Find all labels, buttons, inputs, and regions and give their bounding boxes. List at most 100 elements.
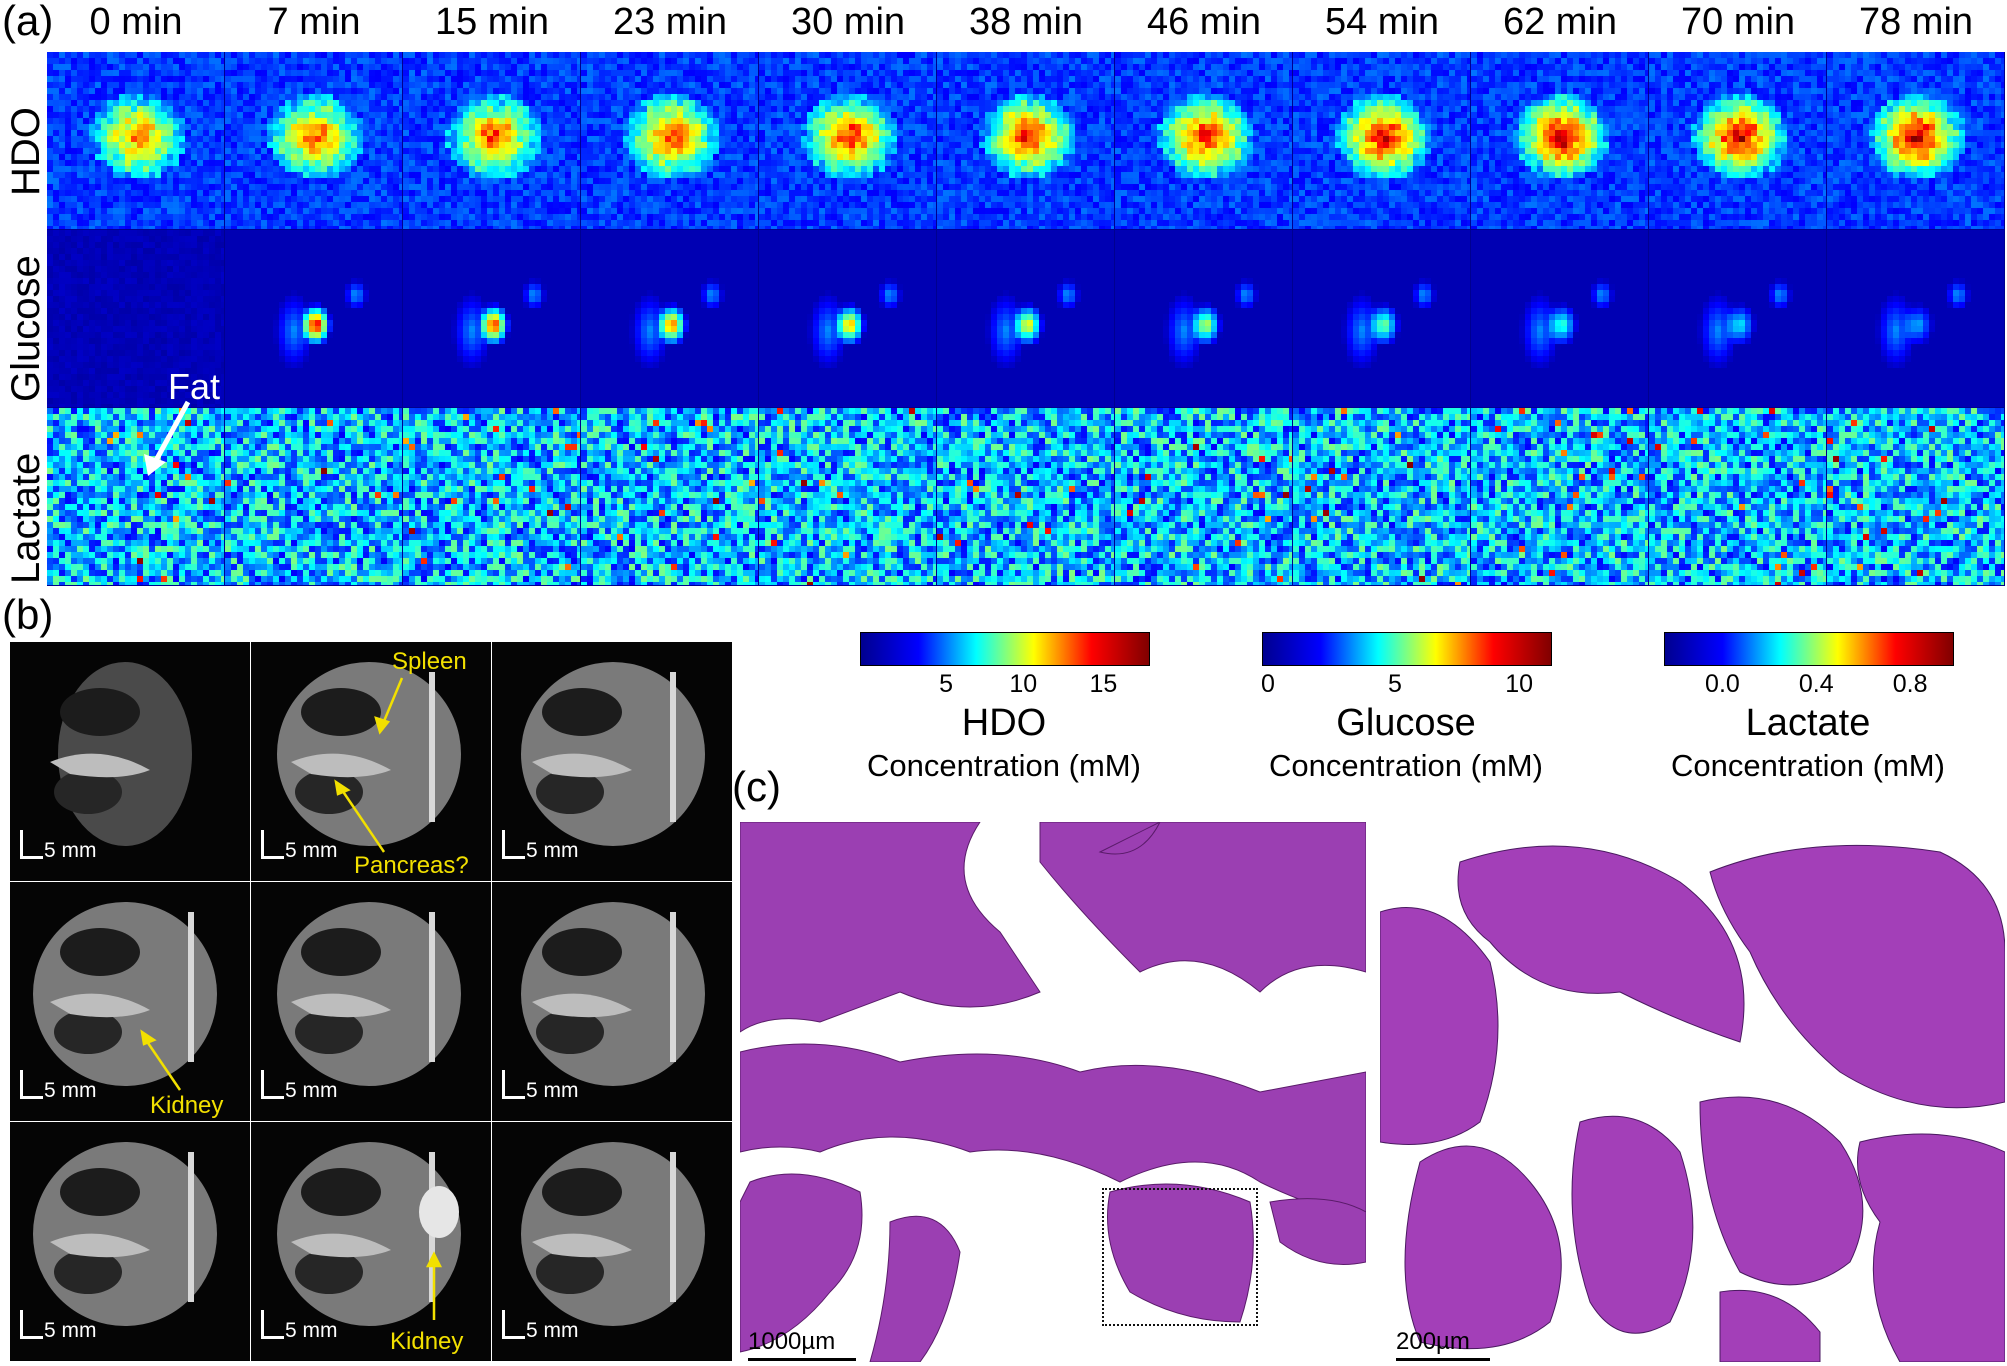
heatmap-tile-hdo [759,52,936,229]
colorbar-tick: 0.8 [1893,670,1928,699]
colorbar-title: Lactate [1624,702,1992,745]
mri-scale-label: 5 mm [526,839,579,862]
mri-slice: 5 mm [251,1122,491,1361]
heatmap-tile-glucose [225,230,402,407]
heatmap-tile-glucose [1293,230,1470,407]
histology-high-mag: 200µm [1380,822,2005,1362]
mri-scale-label: 5 mm [285,839,338,862]
mri-grid: 5 mm 5 mm 5 mm 5 mm 5 mm 5 mm 5 mm 5 mm 5 mm [10,642,732,1362]
heatmap-tile-lactate [225,408,402,585]
time-label: 54 min [1293,0,1471,44]
row-label-hdo: HDO [4,107,48,196]
mri-scale-label: 5 mm [44,839,97,862]
heatmap-tile-hdo [1115,52,1292,229]
colorbar-tick: 10 [1505,670,1533,699]
heatmap-tile-lactate [403,408,580,585]
colorbar-title: Glucose [1222,702,1590,745]
colorbar-glucose [1262,632,1552,666]
heatmap-tile-glucose [1115,230,1292,407]
row-label-glucose: Glucose [4,255,48,402]
fat-arrow [144,400,191,476]
mri-slice: 5 mm [492,882,732,1121]
heatmap-tile-hdo [1293,52,1470,229]
heatmap-tile-lactate [937,408,1114,585]
colorbar-title: HDO [820,702,1188,745]
zoom-box [1102,1188,1258,1326]
mri-scale-label: 5 mm [285,1079,338,1102]
heatmap-tile-glucose [1649,230,1826,407]
heatmap-tile-lactate [759,408,936,585]
mri-scale-bar: 5 mm [20,1070,97,1103]
row-label-lactate: Lactate [4,453,48,584]
time-label: 30 min [759,0,937,44]
heatmap-tile-hdo [937,52,1114,229]
mri-slice: 5 mm [10,642,250,881]
heatmap-tile-lactate [1649,408,1826,585]
mri-scale-label: 5 mm [526,1319,579,1342]
mri-scale-bar: 5 mm [261,1070,338,1103]
mri-slice: 5 mm [251,642,491,881]
time-label: 23 min [581,0,759,44]
mri-slice: 5 mm [492,642,732,881]
heatmap-tile-glucose [581,230,758,407]
colorbar-tick: 0.0 [1705,670,1740,699]
heatmap-tile-glucose [759,230,936,407]
histology-low-mag: 1000µm [740,822,1366,1362]
mri-scale-bar: 5 mm [502,1070,579,1103]
heatmap-tile-hdo [1471,52,1648,229]
label-kidney-1: Kidney [150,1092,223,1120]
colorbar-tick: 10 [1009,670,1037,699]
colorbar-tick: 0 [1261,670,1275,699]
heatmap-tile-lactate [1115,408,1292,585]
heatmap-tile-glucose [1827,230,2004,407]
heatmap-tile-lactate [581,408,758,585]
time-label: 38 min [937,0,1115,44]
heatmap-tile-hdo [47,52,224,229]
panel-b-letter: (b) [2,594,53,636]
heatmap-tile-hdo [403,52,580,229]
heatmap-tile-glucose [937,230,1114,407]
time-label: 0 min [47,0,225,44]
time-label: 62 min [1471,0,1649,44]
time-label: 78 min [1827,0,2005,44]
heatmap-tile-hdo [225,52,402,229]
panel-c-letter: (c) [732,766,781,808]
colorbar-hdo [860,632,1150,666]
heatmap-tile-hdo [1649,52,1826,229]
colorbar-tick: 15 [1089,670,1117,699]
mri-scale-bar: 5 mm [20,830,97,863]
colorbar-tick: 5 [939,670,953,699]
mri-scale-bar: 5 mm [502,1310,579,1343]
heatmap-tile-glucose [1471,230,1648,407]
label-kidney-2: Kidney [390,1328,463,1356]
label-pancreas: Pancreas? [354,852,469,880]
mri-scale-bar: 5 mm [502,830,579,863]
mri-scale-bar: 5 mm [20,1310,97,1343]
time-label: 7 min [225,0,403,44]
mri-scale-bar: 5 mm [261,830,338,863]
panel-a-letter: (a) [2,0,53,42]
heatmap-tile-hdo [581,52,758,229]
heatmap-tile-lactate [1293,408,1470,585]
mri-slice: 5 mm [251,882,491,1121]
scale-bar-right: 200µm [1396,1328,1490,1361]
mri-slice: 5 mm [10,1122,250,1361]
colorbar-subtitle: Concentration (mM) [820,748,1188,784]
mri-scale-label: 5 mm [285,1319,338,1342]
colorbar-tick: 0.4 [1799,670,1834,699]
heatmap-tile-hdo [1827,52,2004,229]
mri-slice: 5 mm [492,1122,732,1361]
label-spleen: Spleen [392,648,467,676]
fat-label: Fat [168,366,220,408]
colorbar-subtitle: Concentration (mM) [1222,748,1590,784]
mri-scale-label: 5 mm [44,1079,97,1102]
time-label: 70 min [1649,0,1827,44]
mri-scale-bar: 5 mm [261,1310,338,1343]
colorbar-tick: 5 [1388,670,1402,699]
mri-scale-label: 5 mm [526,1079,579,1102]
mri-scale-label: 5 mm [44,1319,97,1342]
heatmap-tile-glucose [47,230,224,407]
colorbar-subtitle: Concentration (mM) [1624,748,1992,784]
mri-slice: 5 mm [10,882,250,1121]
scale-bar-right-label: 200µm [1396,1328,1470,1355]
